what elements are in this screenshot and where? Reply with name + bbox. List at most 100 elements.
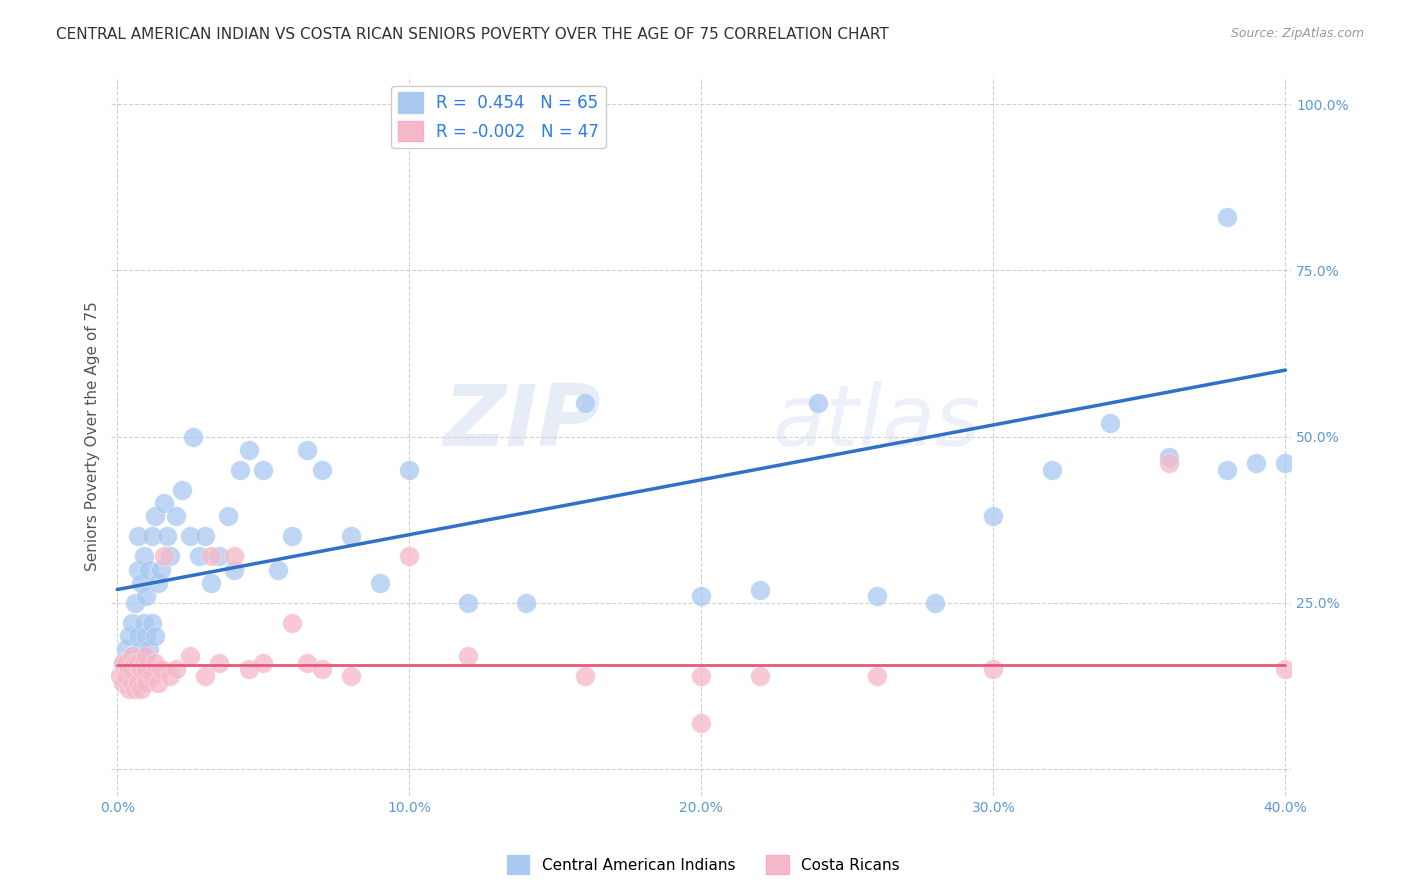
Point <box>1157 456 1180 470</box>
Text: atlas: atlas <box>772 381 980 464</box>
Point <box>143 509 166 524</box>
Point <box>143 629 166 643</box>
Point <box>165 662 187 676</box>
Point <box>115 669 138 683</box>
Point <box>748 669 770 683</box>
Point <box>238 442 260 457</box>
Point <box>179 529 201 543</box>
Point <box>229 463 252 477</box>
Point <box>127 563 149 577</box>
Point <box>208 549 231 564</box>
Point <box>150 563 173 577</box>
Point <box>170 483 193 497</box>
Point <box>924 596 946 610</box>
Point <box>295 442 318 457</box>
Point <box>515 596 537 610</box>
Point <box>311 463 333 477</box>
Point <box>121 648 143 663</box>
Point <box>200 549 222 564</box>
Point <box>121 662 143 676</box>
Point <box>132 615 155 630</box>
Legend: Central American Indians, Costa Ricans: Central American Indians, Costa Ricans <box>501 849 905 880</box>
Point <box>208 656 231 670</box>
Point <box>118 662 141 676</box>
Point <box>238 662 260 676</box>
Point <box>1099 417 1122 431</box>
Point <box>281 529 304 543</box>
Point <box>153 496 176 510</box>
Point <box>129 662 152 676</box>
Point <box>153 549 176 564</box>
Point <box>129 642 152 657</box>
Point <box>574 669 596 683</box>
Text: Source: ZipAtlas.com: Source: ZipAtlas.com <box>1230 27 1364 40</box>
Point <box>124 656 146 670</box>
Point <box>124 596 146 610</box>
Point <box>127 529 149 543</box>
Point <box>340 529 363 543</box>
Point <box>112 656 135 670</box>
Point <box>159 669 181 683</box>
Point <box>127 629 149 643</box>
Point <box>135 648 157 663</box>
Point <box>194 529 217 543</box>
Point <box>311 662 333 676</box>
Point <box>340 669 363 683</box>
Point <box>188 549 211 564</box>
Point <box>457 648 479 663</box>
Point <box>124 682 146 697</box>
Point <box>295 656 318 670</box>
Point <box>690 589 713 603</box>
Point <box>368 575 391 590</box>
Point <box>135 662 157 676</box>
Point <box>983 662 1005 676</box>
Point <box>124 656 146 670</box>
Point <box>1040 463 1063 477</box>
Point <box>132 656 155 670</box>
Legend: R =  0.454   N = 65, R = -0.002   N = 47: R = 0.454 N = 65, R = -0.002 N = 47 <box>391 86 606 148</box>
Point <box>135 589 157 603</box>
Point <box>574 396 596 410</box>
Point <box>217 509 239 524</box>
Point <box>457 596 479 610</box>
Point <box>222 563 245 577</box>
Point <box>150 662 173 676</box>
Point <box>118 682 141 697</box>
Point <box>179 648 201 663</box>
Point <box>118 662 141 676</box>
Point <box>252 656 274 670</box>
Point <box>222 549 245 564</box>
Point <box>141 529 163 543</box>
Point <box>1157 450 1180 464</box>
Point <box>118 629 141 643</box>
Point <box>138 563 160 577</box>
Point <box>112 656 135 670</box>
Point <box>132 549 155 564</box>
Point <box>112 675 135 690</box>
Point <box>127 675 149 690</box>
Point <box>115 642 138 657</box>
Point <box>135 629 157 643</box>
Y-axis label: Seniors Poverty Over the Age of 75: Seniors Poverty Over the Age of 75 <box>86 301 100 572</box>
Point <box>138 642 160 657</box>
Point <box>115 656 138 670</box>
Point <box>1216 210 1239 224</box>
Point <box>1246 456 1268 470</box>
Point <box>156 529 179 543</box>
Point <box>267 563 290 577</box>
Point <box>135 662 157 676</box>
Point <box>141 615 163 630</box>
Point <box>690 715 713 730</box>
Point <box>865 589 887 603</box>
Point <box>129 682 152 697</box>
Point <box>129 575 152 590</box>
Point <box>983 509 1005 524</box>
Point <box>121 675 143 690</box>
Point <box>252 463 274 477</box>
Point <box>141 669 163 683</box>
Point <box>143 656 166 670</box>
Point <box>146 575 169 590</box>
Point <box>1274 662 1296 676</box>
Point <box>121 615 143 630</box>
Point <box>165 509 187 524</box>
